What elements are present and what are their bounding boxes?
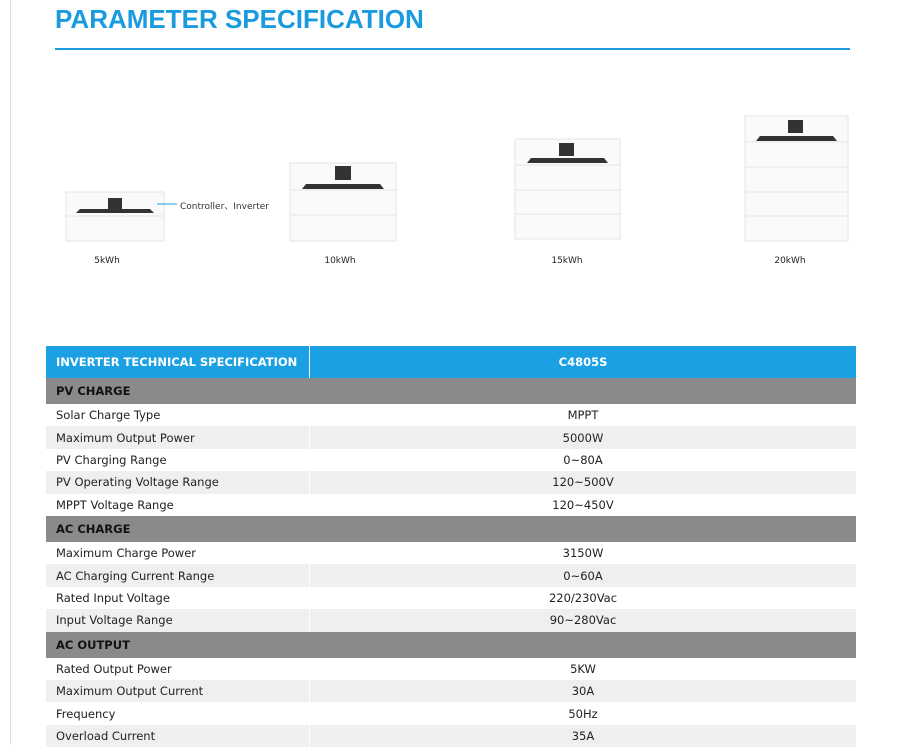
- spec-row-value: 35A: [571, 728, 595, 743]
- spec-row: [46, 680, 856, 703]
- divider: [309, 680, 310, 703]
- section-row-label: AC OUTPUT: [56, 637, 130, 652]
- spec-row: [46, 426, 856, 449]
- divider: [309, 657, 310, 680]
- divider: [309, 724, 310, 747]
- product-caption: 15kWh: [551, 256, 583, 266]
- edge-line: [10, 0, 11, 745]
- divider: [309, 471, 310, 494]
- divider: [309, 404, 310, 427]
- spec-row: [46, 493, 856, 516]
- divider: [309, 426, 310, 449]
- product-caption: 5kWh: [94, 256, 120, 266]
- spec-row-value: 50Hz: [568, 706, 598, 721]
- section-row-label: AC CHARGE: [56, 522, 131, 536]
- spec-row-label: Maximum Output Power: [56, 430, 195, 445]
- table-header-label: INVERTER TECHNICAL SPECIFICATION: [56, 355, 298, 369]
- divider: [309, 346, 310, 378]
- table-header-value: C4805S: [558, 355, 608, 369]
- spec-row: [46, 404, 856, 427]
- spec-row-label: Input Voltage Range: [56, 613, 173, 628]
- spec-row-label: MPPT Voltage Range: [56, 497, 174, 512]
- spec-row: [46, 724, 856, 747]
- spec-row-value: 30A: [571, 684, 595, 699]
- section-row: [46, 378, 856, 404]
- spec-row-value: 5KW: [570, 661, 596, 676]
- spec-row-label: Maximum Output Current: [56, 684, 204, 699]
- spec-row-value: 90~280Vac: [549, 613, 617, 628]
- divider: [309, 564, 310, 587]
- spec-row-value: 120~450V: [552, 497, 614, 512]
- divider: [309, 586, 310, 610]
- spec-row-label: Maximum Charge Power: [56, 546, 197, 561]
- divider: [309, 542, 310, 565]
- title-rule: [55, 48, 850, 50]
- spec-row-value: MPPT: [567, 408, 599, 423]
- spec-row: [46, 542, 856, 565]
- spec-row-value: 120~500V: [552, 475, 614, 490]
- spec-row: [46, 609, 856, 632]
- spec-row-label: Overload Current: [56, 728, 156, 743]
- spec-row-value: 220/230Vac: [548, 590, 618, 605]
- annotation: Controller、Inverter: [180, 202, 269, 212]
- divider: [309, 609, 310, 632]
- spec-row-value: 0~80A: [563, 452, 603, 467]
- spec-row: [46, 564, 856, 587]
- section-row: [46, 516, 856, 542]
- spec-row: [46, 448, 856, 472]
- spec-row-label: Solar Charge Type: [56, 408, 161, 423]
- spec-row-value: 0~60A: [563, 568, 603, 583]
- spec-row: [46, 586, 856, 610]
- divider: [309, 493, 310, 516]
- spec-row-label: AC Charging Current Range: [56, 568, 215, 583]
- spec-row-label: Rated Output Power: [56, 661, 172, 676]
- product-caption: 20kWh: [774, 256, 806, 266]
- page-title: PARAMETER SPECIFICATION: [55, 4, 424, 34]
- product-caption: 10kWh: [324, 256, 356, 266]
- product-images: [65, 115, 849, 242]
- divider: [309, 702, 310, 725]
- spec-row-label: PV Charging Range: [56, 452, 167, 467]
- spec-row-value: 3150W: [562, 546, 604, 561]
- divider: [309, 448, 310, 472]
- spec-row-label: Rated Input Voltage: [56, 590, 170, 605]
- spec-row: [46, 657, 856, 680]
- table-header: [46, 346, 856, 378]
- spec-row-value: 5000W: [562, 430, 604, 445]
- spec-row-label: PV Operating Voltage Range: [56, 475, 219, 490]
- spec-row: [46, 702, 856, 725]
- section-row-label: PV CHARGE: [56, 384, 131, 398]
- spec-row-label: Frequency: [56, 706, 116, 721]
- section-row: [46, 631, 856, 658]
- spec-row: [46, 471, 856, 494]
